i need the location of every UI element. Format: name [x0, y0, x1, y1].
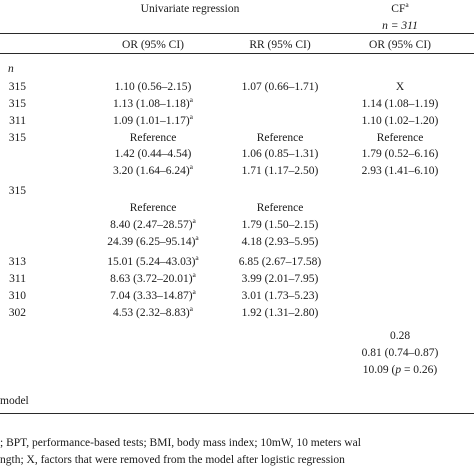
univariate-regression-header: Univariate regression [140, 3, 240, 15]
or-cell: 4.53 (2.32–8.83)a [112, 304, 194, 320]
cf-or-column-header: OR (95% CI) [369, 39, 431, 51]
cf-n-label: n = 311 [382, 19, 418, 33]
or-value: 4.53 (2.32–8.83) [112, 307, 190, 319]
or-value: 24.39 (6.25–95.14) [107, 236, 196, 248]
or-value: 1.42 (0.44–4.54) [114, 148, 192, 160]
rr-cell: Reference [256, 132, 304, 144]
model-stat-3-p: p [395, 364, 402, 376]
or-footnote-marker: a [192, 287, 196, 297]
row-n: 315 [8, 132, 26, 144]
cf-or-cell: 1.79 (0.52–6.16) [361, 148, 439, 160]
rr-cell: 4.18 (2.93–5.95) [241, 236, 319, 248]
cf-header: CFa [391, 0, 409, 16]
row-n: 315 [8, 98, 26, 110]
or-cell: 8.63 (3.72–20.01)a [110, 270, 196, 286]
rr-cell: 1.71 (1.17–2.50) [241, 165, 319, 177]
model-stat-1: 0.28 [389, 330, 411, 342]
cf-n-text: n = 311 [382, 20, 418, 32]
n-column-label: n [8, 63, 14, 75]
or-cell: 1.09 (1.01–1.17)a [112, 112, 194, 128]
or-footnote-marker: a [195, 233, 199, 243]
rr-cell: 1.07 (0.66–1.71) [241, 81, 319, 93]
row-n: 311 [9, 115, 26, 127]
cf-or-cell: X [395, 81, 405, 93]
or-cell: 1.10 (0.56–2.15) [115, 80, 192, 94]
model-stat-3-value: 10.09 ( [362, 364, 396, 376]
model-stat-3: 10.09 (p = 0.26) [363, 363, 438, 377]
or-value: Reference [129, 132, 177, 144]
row-n: 313 [8, 256, 26, 268]
or-value: 1.10 (0.56–2.15) [114, 81, 192, 93]
cf-or-cell: 1.14 (1.08–1.19) [361, 98, 439, 110]
or-footnote-marker: a [192, 270, 196, 280]
model-label: model [0, 395, 29, 407]
or-footnote-marker: a [189, 162, 194, 172]
rr-cell: 3.01 (1.73–5.23) [241, 290, 319, 302]
cf-title: CF [391, 3, 406, 15]
model-stat-3-rest: = 0.26) [401, 364, 438, 376]
or-cell: 1.42 (0.44–4.54) [115, 147, 192, 161]
rr-cell: 1.06 (0.85–1.31) [241, 148, 319, 160]
subheader-rule [0, 53, 474, 54]
or-footnote-marker: a [192, 216, 196, 226]
or-footnote-marker: a [195, 253, 199, 263]
footer-rule [0, 413, 474, 414]
or-footnote-marker: a [189, 95, 194, 105]
or-column-header: OR (95% CI) [122, 39, 184, 51]
header-rule [0, 33, 474, 34]
cf-or-cell: Reference [376, 132, 424, 144]
or-footnote-marker: a [189, 112, 194, 122]
model-stat-2: 0.81 (0.74–0.87) [361, 347, 439, 359]
rr-cell: Reference [256, 202, 304, 214]
or-cell: 1.13 (1.08–1.18)a [112, 95, 194, 111]
rr-cell: 6.85 (2.67–17.58) [238, 256, 322, 268]
or-value: 8.63 (3.72–20.01) [110, 273, 193, 285]
rr-cell: 1.79 (1.50–2.15) [241, 219, 319, 231]
cf-or-cell: 1.10 (1.02–1.20) [361, 115, 439, 127]
or-cell: Reference [130, 201, 177, 215]
or-footnote-marker: a [189, 304, 194, 314]
row-n: 311 [9, 273, 26, 285]
or-value: 3.20 (1.64–6.24) [112, 165, 190, 177]
or-cell: 3.20 (1.64–6.24)a [112, 162, 194, 178]
rr-column-header: RR (95% CI) [249, 39, 311, 51]
or-value: 15.01 (5.24–43.03) [107, 256, 196, 268]
footnote-line-1: ; BPT, performance-based tests; BMI, bod… [0, 437, 361, 449]
or-value: 1.09 (1.01–1.17) [112, 115, 190, 127]
footnote-line-2: ngth; X, factors that were removed from … [0, 454, 345, 466]
cf-footnote-marker: a [405, 0, 409, 10]
row-n: 315 [8, 81, 26, 93]
or-value: 8.40 (2.47–28.57) [110, 219, 193, 231]
row-n: 310 [8, 290, 26, 302]
row-n: 302 [8, 307, 26, 319]
or-cell: Reference [130, 131, 177, 145]
rr-cell: 1.92 (1.31–2.80) [241, 307, 319, 319]
or-cell: 24.39 (6.25–95.14)a [107, 233, 199, 249]
cf-or-cell: 2.93 (1.41–6.10) [361, 165, 439, 177]
rr-cell: 3.99 (2.01–7.95) [241, 273, 319, 285]
or-value: Reference [129, 202, 177, 214]
or-cell: 15.01 (5.24–43.03)a [107, 253, 199, 269]
or-value: 1.13 (1.08–1.18) [112, 98, 190, 110]
or-cell: 8.40 (2.47–28.57)a [110, 216, 196, 232]
or-value: 7.04 (3.33–14.87) [110, 290, 193, 302]
row-n: 315 [8, 185, 26, 197]
or-cell: 7.04 (3.33–14.87)a [110, 287, 196, 303]
